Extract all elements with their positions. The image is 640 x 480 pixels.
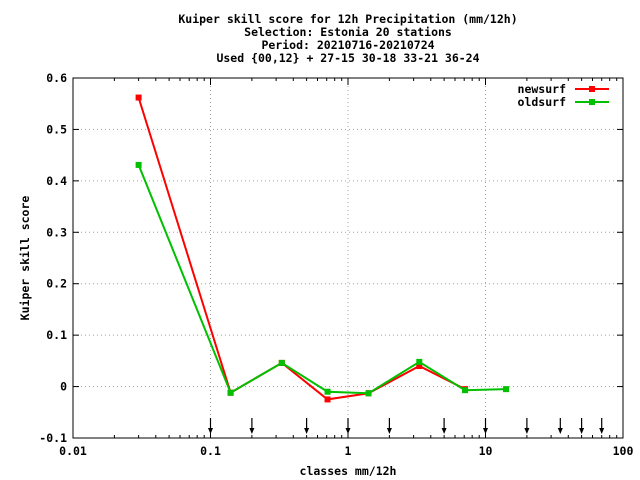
data-point [135,94,142,101]
series-oldsurf [135,161,510,397]
threshold-arrow [249,418,255,434]
series-line [137,97,466,401]
threshold-arrow [208,418,213,434]
x-tick-label: 10 [479,444,493,458]
data-point [416,358,423,365]
data-point [416,363,423,369]
x-tick-label: 1 [345,444,352,458]
threshold-arrow [524,418,530,434]
axis-ticks: -0.1 0 0.1 0.2 0.3 0.4 0.5 0.6 0.01 0.1 1 10 100 [39,71,633,458]
y-tick-label: -0.1 [39,431,67,445]
data-point [365,390,372,397]
threshold-arrow [579,418,585,434]
y-tick-label: 0.2 [46,277,67,291]
y-tick-label: 0.3 [46,225,67,239]
threshold-arrow [599,418,605,434]
y-tick-label: 0 [60,380,67,394]
y-tick-label: 0.1 [46,328,67,342]
data-point [462,387,469,394]
y-tick-label: 0.5 [46,122,67,136]
data-point [503,386,510,393]
x-axis-label: classes mm/12h [300,464,397,478]
series-layer [135,94,510,403]
data-point [227,389,234,396]
legend-item: oldsurf [518,95,609,109]
data-point [278,359,285,366]
legend-label: newsurf [518,82,567,96]
threshold-arrow [557,418,563,434]
x-tick-label: 0.1 [200,444,221,458]
title-line-2: Selection: Estonia 20 stations [244,25,452,39]
title-line-4: Used {00,12} + 27-15 30-18 33-21 36-24 [216,51,479,65]
y-tick-label: 0.6 [46,71,67,85]
data-point [324,388,331,395]
chart-title: Kuiper skill score for 12h Precipitation… [178,12,517,65]
x-tick-label: 0.01 [59,444,87,458]
threshold-arrows [208,418,605,434]
data-point [135,161,142,168]
series-line [137,164,507,395]
x-tick-label: 100 [613,444,634,458]
legend-label: oldsurf [518,95,567,109]
legend-marker [589,86,595,92]
threshold-arrow [304,418,310,434]
series-newsurf [135,94,469,403]
data-point [324,396,331,403]
title-line-1: Kuiper skill score for 12h Precipitation… [178,12,517,26]
legend-marker [589,99,595,105]
legend-item: newsurf [518,82,609,96]
threshold-arrow [483,418,488,434]
threshold-arrow [386,418,392,434]
threshold-arrow [345,418,351,434]
threshold-arrow [441,418,447,434]
y-axis-label: Kuiper skill score [18,196,32,321]
y-tick-label: 0.4 [46,174,67,188]
grid-lines [73,78,623,438]
title-line-3: Period: 20210716-20210724 [261,38,434,52]
